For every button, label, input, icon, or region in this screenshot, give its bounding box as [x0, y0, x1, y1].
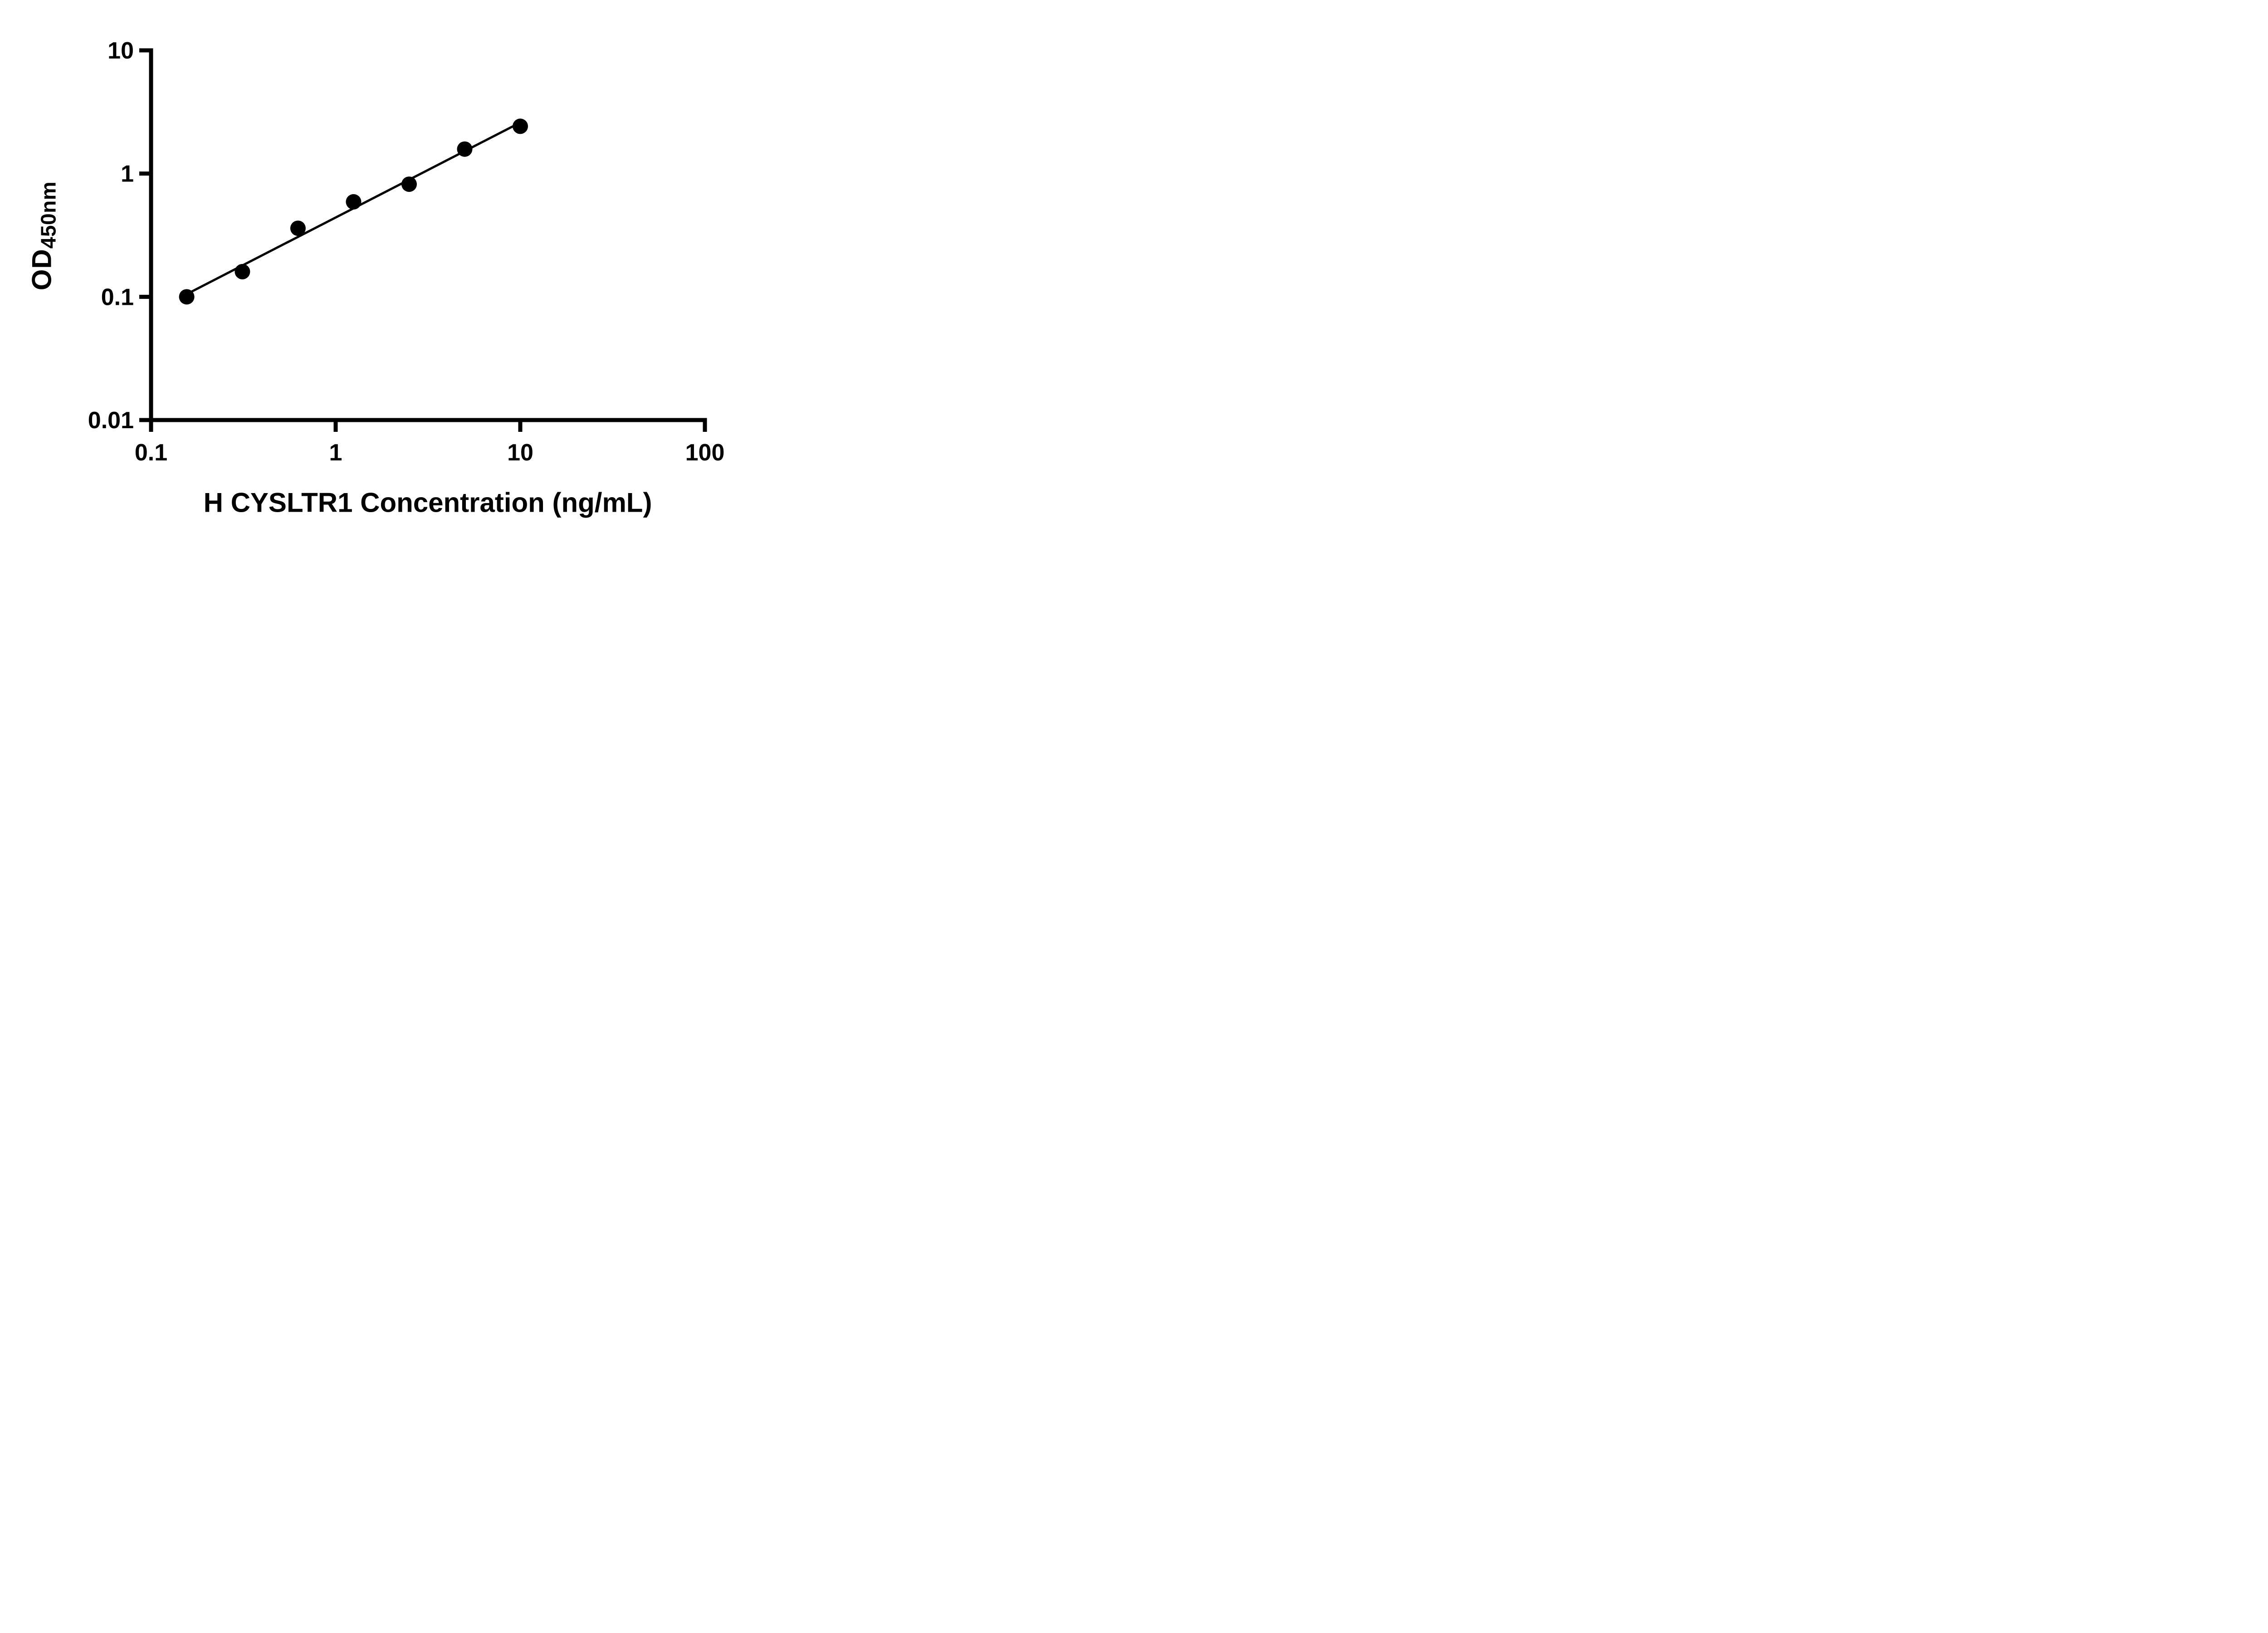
- x-tick-label: 0.1: [135, 440, 167, 466]
- data-point: [457, 141, 473, 157]
- y-tick-label: 10: [108, 38, 134, 64]
- data-point: [401, 176, 417, 192]
- data-point: [346, 194, 362, 210]
- y-tick-label: 1: [121, 161, 134, 187]
- x-tick-label: 1: [329, 440, 342, 466]
- y-tick-label: 0.1: [101, 284, 134, 310]
- y-axis-title-subscript: 450nm: [36, 181, 60, 249]
- chart: 0.1 1 10 100 0.01 0.1 1 10 OD450nm H CYSLTR1 Co…: [0, 0, 777, 544]
- data-point: [290, 220, 306, 236]
- y-tick-label: 0.01: [88, 407, 134, 434]
- x-tick-label: 100: [685, 440, 725, 466]
- y-axis-title: OD450nm: [26, 181, 60, 291]
- y-axis-title-main: OD: [26, 249, 57, 291]
- data-point: [179, 289, 195, 305]
- data-point: [513, 118, 528, 134]
- x-axis-title: H CYSLTR1 Concentration (ng/mL): [203, 487, 652, 518]
- data-point: [235, 264, 250, 279]
- x-tick-label: 10: [507, 440, 533, 466]
